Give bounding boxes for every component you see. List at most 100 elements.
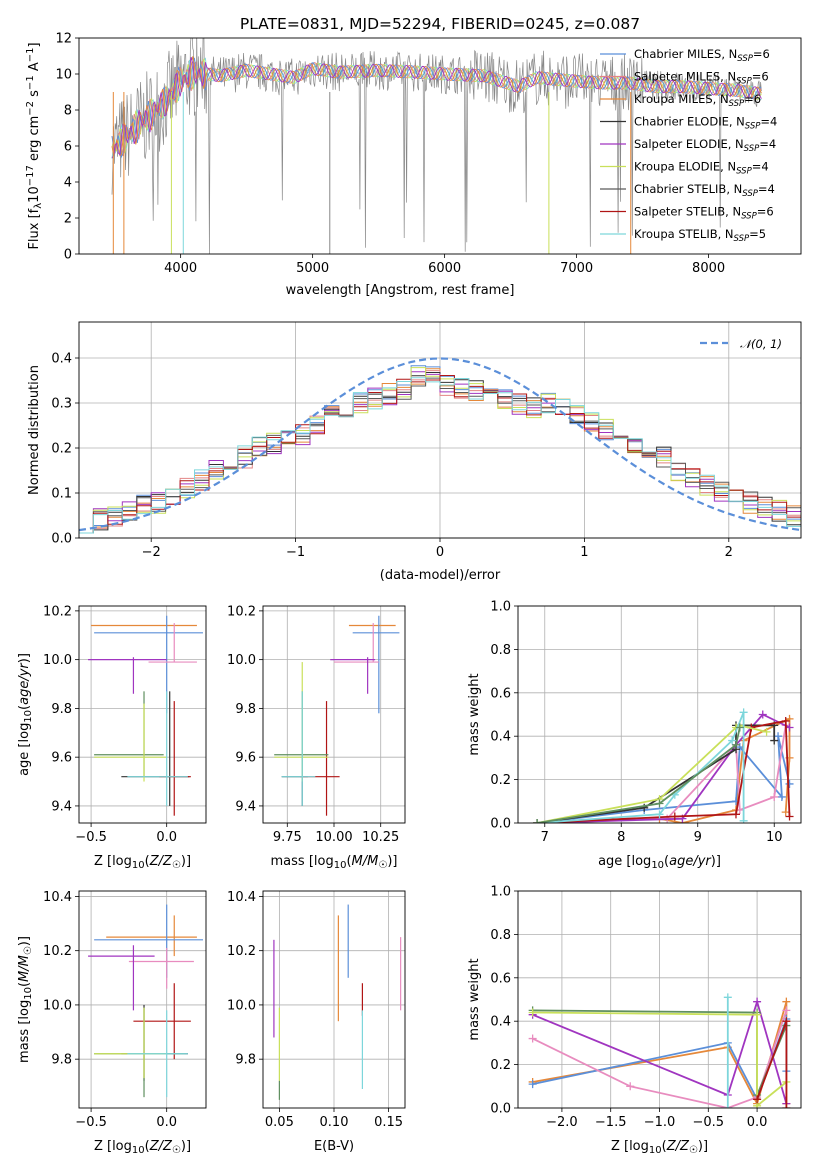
- weight-marker: [770, 792, 779, 801]
- x-tick-label: 1: [580, 545, 588, 560]
- plot-ebv-mass: 0.05 0.10 0.15 9.8 10.0 10.2 10.4 E(B-V): [227, 890, 406, 1154]
- plot-frame: [78, 890, 207, 1109]
- y-tick-label: 9.4: [235, 799, 256, 814]
- y-tick-label: 9.8: [51, 702, 72, 717]
- x-tick-label: 2: [725, 545, 733, 560]
- weight-marker: [528, 1008, 537, 1017]
- x-tick-label: 4000: [164, 261, 197, 276]
- weight-marker: [785, 812, 794, 821]
- y-tick-label: 10: [55, 68, 72, 83]
- histogram-darkred: [79, 375, 801, 534]
- y-axis-label: Normed distribution: [27, 365, 42, 495]
- weight-marker: [753, 1010, 762, 1019]
- y-axis-label: mass weight: [467, 673, 482, 755]
- weight-line-cyan: [537, 711, 745, 823]
- y-tick-label: 9.6: [235, 751, 256, 766]
- y-tick-label: 6: [64, 140, 72, 155]
- plot-frame: [78, 37, 802, 255]
- y-tick-label: 9.8: [235, 702, 256, 717]
- y-tick-label: 8: [64, 104, 72, 119]
- weight-line-green: [536, 727, 741, 823]
- weight-marker: [735, 723, 744, 732]
- model-spectrum-purple: [111, 56, 762, 159]
- y-tick-label: 9.6: [51, 751, 72, 766]
- x-tick-label: 8: [617, 830, 625, 845]
- weight-marker: [731, 810, 740, 819]
- y-tick-label: 4: [64, 176, 72, 191]
- weight-marker: [782, 1006, 791, 1015]
- x-tick-label: 9.75: [273, 830, 302, 845]
- y-tick-label: 12: [55, 32, 72, 47]
- y-tick-label: 9.8: [51, 1053, 72, 1068]
- y-tick-label: 0.3: [51, 397, 72, 412]
- weight-marker: [723, 1104, 732, 1108]
- weight-marker: [782, 997, 791, 1006]
- y-tick-label: 0.2: [490, 1058, 511, 1073]
- y-tick-label: 0.0: [490, 817, 511, 832]
- y-tick-label: 0.2: [51, 442, 72, 457]
- y-tick-label: 10.0: [227, 653, 256, 668]
- y-tick-label: 0.6: [490, 686, 511, 701]
- x-tick-label: 10: [766, 830, 783, 845]
- x-tick-label: 0.15: [374, 1115, 403, 1130]
- x-tick-label: −2: [142, 545, 161, 560]
- legend-label: Salpeter MILES, NSSP=6: [634, 70, 769, 87]
- plot-area: [88, 615, 203, 816]
- y-tick-label: 10.4: [43, 890, 72, 905]
- weight-marker: [533, 819, 542, 823]
- plot-mass-age: 9.75 10.00 10.25 9.4 9.6 9.8 10.0 10.2 mass [log…: [227, 604, 406, 871]
- x-tick-label: 8000: [692, 261, 725, 276]
- x-tick-label: 0.0: [156, 1115, 177, 1130]
- weight-line-lime: [532, 1011, 787, 1108]
- histogram-cyan: [79, 377, 801, 534]
- x-axis-label: (data-model)/error: [380, 568, 501, 583]
- figure-title: PLATE=0831, MJD=52294, FIBERID=0245, z=0…: [240, 15, 640, 33]
- legend-label: Kroupa ELODIE, NSSP=4: [634, 160, 769, 177]
- legend-label: Chabrier MILES, NSSP=6: [634, 47, 770, 64]
- weight-marker: [758, 710, 767, 719]
- weight-marker: [728, 736, 737, 745]
- y-tick-label: 10.2: [43, 604, 72, 619]
- y-tick-label: 0.2: [490, 773, 511, 788]
- plot-residuals: −2 −1 0 1 2 0.0 0.1 0.2 0.3 0.4 (data-model)/error…: [27, 321, 802, 583]
- weight-marker: [655, 810, 664, 819]
- weight-marker: [739, 708, 748, 717]
- x-tick-label: −1: [286, 545, 305, 560]
- y-axis-label: age [log10(age/yr)]: [17, 653, 34, 776]
- y-tick-label: 10.2: [227, 604, 256, 619]
- plot-z-age: −0.5 0.0 9.4 9.6 9.8 10.0 10.2 Z [log10(Z/Z☉)] a…: [17, 604, 207, 871]
- model-spectrum-cyan: [111, 57, 762, 159]
- weight-marker: [762, 727, 771, 736]
- weight-marker: [731, 740, 740, 749]
- weight-line-pink: [532, 1010, 788, 1108]
- x-axis-label: wavelength [Angstrom, rest frame]: [286, 283, 515, 298]
- weight-marker: [785, 723, 794, 732]
- y-tick-label: 10.2: [227, 944, 256, 959]
- plot-frame: [517, 890, 802, 1109]
- y-tick-label: 0.8: [490, 643, 511, 658]
- weight-marker: [770, 736, 779, 745]
- weight-marker: [785, 779, 794, 788]
- y-tick-label: 0.4: [51, 352, 72, 367]
- y-tick-label: 10.2: [43, 944, 72, 959]
- y-tick-label: 0.0: [490, 1102, 511, 1117]
- x-tick-label: 9: [694, 830, 702, 845]
- x-tick-label: 10.25: [362, 830, 399, 845]
- y-tick-label: 10.0: [43, 653, 72, 668]
- x-tick-label: 7: [541, 830, 549, 845]
- weight-marker: [781, 808, 790, 817]
- legend-label: Kroupa MILES, NSSP=6: [634, 92, 761, 109]
- x-tick-label: 0: [436, 545, 444, 560]
- x-axis-label: age [log10(age/yr)]: [598, 854, 721, 871]
- x-tick-label: −1.5: [595, 1115, 627, 1130]
- y-tick-label: 0.4: [490, 730, 511, 745]
- y-tick-label: 10.0: [43, 998, 72, 1013]
- plot-frame: [517, 605, 802, 824]
- x-tick-label: −1.0: [644, 1115, 676, 1130]
- y-tick-label: 1.0: [490, 600, 511, 615]
- legend-label: Chabrier ELODIE, NSSP=4: [634, 115, 777, 132]
- plot-area: [111, 38, 762, 254]
- weight-marker: [782, 1104, 791, 1108]
- x-tick-label: −0.5: [75, 1115, 107, 1130]
- legend-label: Salpeter ELODIE, NSSP=4: [634, 137, 776, 154]
